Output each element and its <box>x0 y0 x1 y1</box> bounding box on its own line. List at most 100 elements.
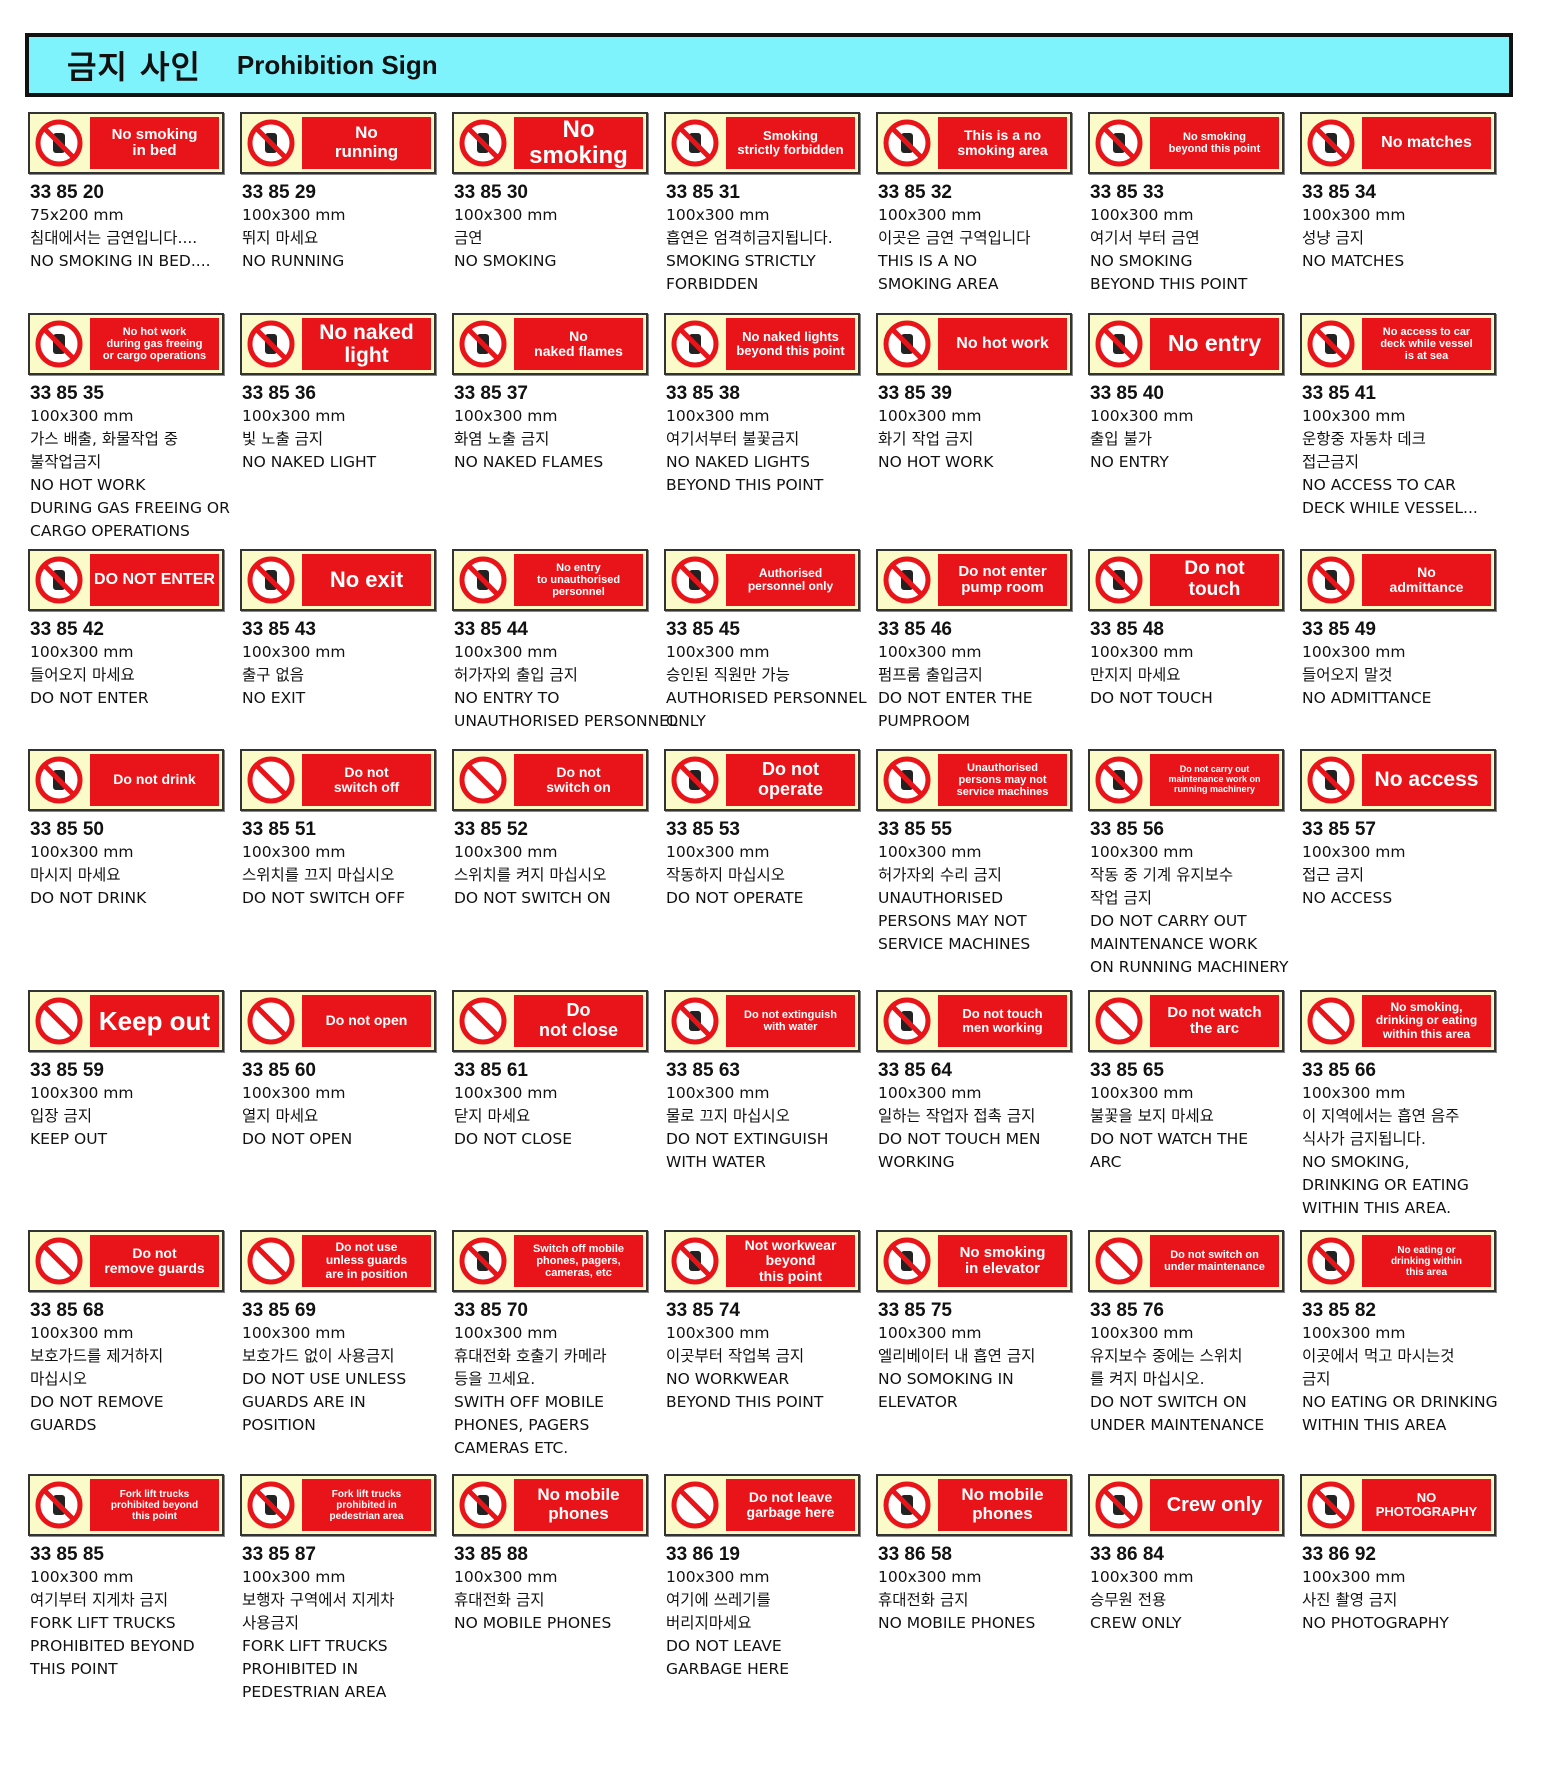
sign-product[interactable]: Do not watch the arc 33 85 65 100x300 mm 불꽃… <box>1088 990 1300 1220</box>
prohibition-icon <box>1307 997 1355 1045</box>
product-description-line: PEDESTRIAN AREA <box>242 1683 387 1701</box>
sign-product[interactable]: Do not use unless guards are in position… <box>240 1230 452 1460</box>
product-description-line: 보호가드를 제거하지 <box>30 1347 164 1365</box>
sign-image: NO PHOTOGRAPHY <box>1300 1474 1496 1536</box>
sign-product[interactable]: No smoking beyond this point 33 85 33 100x… <box>1088 112 1300 296</box>
sign-product[interactable]: No naked light 33 85 36 100x300 mm 빛 노출 금지 N… <box>240 313 452 543</box>
sign-product[interactable]: No hot work during gas freeing or cargo … <box>28 313 240 543</box>
catalog-row: DO NOT ENTER 33 85 42 100x300 mm 들어오지 마세요 DO… <box>28 549 1518 733</box>
product-description-line: 화염 노출 금지 <box>454 430 550 448</box>
sign-image: Do not operate <box>664 749 860 811</box>
sign-product[interactable]: Do not switch on under maintenance 33 85 … <box>1088 1230 1300 1460</box>
sign-product[interactable]: Do not switch off 33 85 51 100x300 mm 스위치를 … <box>240 749 452 979</box>
product-size: 100x300 mm <box>1090 1084 1194 1102</box>
sign-text: Do not enter pump room <box>938 554 1067 606</box>
sign-product[interactable]: Do not touch 33 85 48 100x300 mm 만지지 마세요 DO … <box>1088 549 1300 733</box>
sign-product[interactable]: Fork lift trucks prohibited in pedestria… <box>240 1474 452 1704</box>
product-description-line: 뛰지 마세요 <box>242 229 319 247</box>
sign-product[interactable]: No smoking in bed 33 85 20 75x200 mm 침대에서는 … <box>28 112 240 296</box>
sign-text: No hot work <box>938 318 1067 370</box>
sign-product[interactable]: DO NOT ENTER 33 85 42 100x300 mm 들어오지 마세요 DO… <box>28 549 240 733</box>
sign-product[interactable]: Do not switch on 33 85 52 100x300 mm 스위치를 켜… <box>452 749 664 979</box>
sign-product[interactable]: No smoking in elevator 33 85 75 100x300 mm… <box>876 1230 1088 1460</box>
product-code: 33 85 87 <box>242 1544 316 1565</box>
product-description-line: 여기부터 지게차 금지 <box>30 1591 169 1609</box>
product-code: 33 85 35 <box>30 383 104 404</box>
sign-product[interactable]: Crew only 33 86 84 100x300 mm 승무원 전용 CREW ON… <box>1088 1474 1300 1704</box>
no-naked-light-icon <box>247 320 295 368</box>
sign-product[interactable]: Do not open 33 85 60 100x300 mm 열지 마세요 DO NO… <box>240 990 452 1220</box>
sign-product[interactable]: No access 33 85 57 100x300 mm 접근 금지 NO ACCES… <box>1300 749 1512 979</box>
product-code: 33 86 19 <box>666 1544 740 1565</box>
product-description-line: 이곳에서 먹고 마시는것 <box>1302 1347 1455 1365</box>
sign-product[interactable]: NO PHOTOGRAPHY 33 86 92 100x300 mm 사진 촬영 금지… <box>1300 1474 1512 1704</box>
product-size: 100x300 mm <box>242 1324 346 1342</box>
sign-product[interactable]: Do not extinguish with water 33 85 63 100x… <box>664 990 876 1220</box>
sign-product[interactable]: Do not close 33 85 61 100x300 mm 닫지 마세요 DO N… <box>452 990 664 1220</box>
sign-product[interactable]: Not workwear beyond this point 33 85 74 10… <box>664 1230 876 1460</box>
sign-product[interactable]: Unauthorised persons may not service mac… <box>876 749 1088 979</box>
sign-product[interactable]: No exit 33 85 43 100x300 mm 출구 없음 NO EXIT <box>240 549 452 733</box>
sign-image: No hot work <box>876 313 1072 375</box>
sign-product[interactable]: No entry to unauthorised personnel 33 85 … <box>452 549 678 733</box>
sign-product[interactable]: No smoking 33 85 30 100x300 mm 금연 NO SMOKING <box>452 112 664 296</box>
sign-product[interactable]: No entry 33 85 40 100x300 mm 출입 불가 NO ENTRY <box>1088 313 1300 543</box>
sign-product[interactable]: No smoking, drinking or eating within th… <box>1300 990 1512 1220</box>
sign-product[interactable]: No admittance 33 85 49 100x300 mm 들어오지 말것 NO… <box>1300 549 1512 733</box>
product-description-line: ELEVATOR <box>878 1393 958 1411</box>
sign-product[interactable]: No eating or drinking within this area 33… <box>1300 1230 1512 1460</box>
sign-product[interactable]: Smoking strictly forbidden 33 85 31 100x30… <box>664 112 876 296</box>
sign-product[interactable]: Keep out 33 85 59 100x300 mm 입장 금지 KEEP OUT <box>28 990 240 1220</box>
sign-product[interactable]: No running 33 85 29 100x300 mm 뛰지 마세요 NO RUN… <box>240 112 452 296</box>
product-description-line: PROHIBITED IN <box>242 1660 359 1678</box>
sign-image: No smoking in bed <box>28 112 224 174</box>
sign-product[interactable]: Switch off mobile phones, pagers, camera… <box>452 1230 664 1460</box>
product-description-line: NO ENTRY TO <box>454 689 560 707</box>
sign-product[interactable]: Do not enter pump room 33 85 46 100x300 mm… <box>876 549 1088 733</box>
sign-product[interactable]: Do not touch men working 33 85 64 100x300 … <box>876 990 1088 1220</box>
sign-product[interactable]: No hot work 33 85 39 100x300 mm 화기 작업 금지 NO … <box>876 313 1088 543</box>
product-description-line: NO ADMITTANCE <box>1302 689 1432 707</box>
catalog-row: Do not drink 33 85 50 100x300 mm 마시지 마세요 DO … <box>28 749 1518 979</box>
sign-product[interactable]: Do not operate 33 85 53 100x300 mm 작동하지 마십시… <box>664 749 876 979</box>
product-size: 100x300 mm <box>1302 1568 1406 1586</box>
product-size: 100x300 mm <box>454 1568 558 1586</box>
sign-image: No smoking <box>452 112 648 174</box>
sign-image: Fork lift trucks prohibited beyond this … <box>28 1474 224 1536</box>
product-description-line: PHONES, PAGERS <box>454 1416 590 1434</box>
product-description-line: DO NOT OPEN <box>242 1130 353 1148</box>
sign-product[interactable]: Do not remove guards 33 85 68 100x300 mm 보호… <box>28 1230 240 1460</box>
sign-product[interactable]: Do not drink 33 85 50 100x300 mm 마시지 마세요 DO … <box>28 749 240 979</box>
no-servicing-icon <box>1095 756 1143 804</box>
sign-product[interactable]: This is a no smoking area 33 85 32 100x300… <box>876 112 1088 296</box>
product-description-line: 여기서부터 불꽃금지 <box>666 430 800 448</box>
product-description-line: 휴대전화 금지 <box>878 1591 969 1609</box>
sign-product[interactable]: No mobile phones 33 86 58 100x300 mm 휴대전화 금… <box>876 1474 1088 1704</box>
sign-image: No matches <box>1300 112 1496 174</box>
product-size: 100x300 mm <box>666 407 770 425</box>
prohibition-icon <box>459 997 507 1045</box>
product-size: 100x300 mm <box>878 1568 982 1586</box>
sign-text: Do not open <box>302 995 431 1047</box>
sign-product[interactable]: Do not carry out maintenance work on run… <box>1088 749 1300 979</box>
product-description-line: 보호가드 없이 사용금지 <box>242 1347 395 1365</box>
sign-image: Authorised personnel only <box>664 549 860 611</box>
product-description-line: 닫지 마세요 <box>454 1107 531 1125</box>
product-description-line: NO SMOKING <box>1090 252 1193 270</box>
product-code: 33 85 60 <box>242 1060 316 1081</box>
product-description-line: DO NOT CARRY OUT <box>1090 912 1247 930</box>
sign-product[interactable]: No access to car deck while vessel is at… <box>1300 313 1512 543</box>
product-code: 33 85 70 <box>454 1300 528 1321</box>
sign-image: No naked light <box>240 313 436 375</box>
sign-product[interactable]: No mobile phones 33 85 88 100x300 mm 휴대전화 금… <box>452 1474 664 1704</box>
sign-text: Do not remove guards <box>90 1235 219 1287</box>
prohibition-icon <box>247 756 295 804</box>
no-boots-icon <box>671 1237 719 1285</box>
sign-product[interactable]: No naked flames 33 85 37 100x300 mm 화염 노출 금… <box>452 313 664 543</box>
no-smoking-icon <box>671 119 719 167</box>
sign-product[interactable]: Authorised personnel only 33 85 45 100x300… <box>664 549 876 733</box>
sign-product[interactable]: Do not leave garbage here 33 86 19 100x300… <box>664 1474 876 1704</box>
sign-product[interactable]: No naked lights beyond this point 33 85 3… <box>664 313 876 543</box>
sign-product[interactable]: No matches 33 85 34 100x300 mm 성냥 금지 NO MATC… <box>1300 112 1512 296</box>
sign-product[interactable]: Fork lift trucks prohibited beyond this … <box>28 1474 240 1704</box>
